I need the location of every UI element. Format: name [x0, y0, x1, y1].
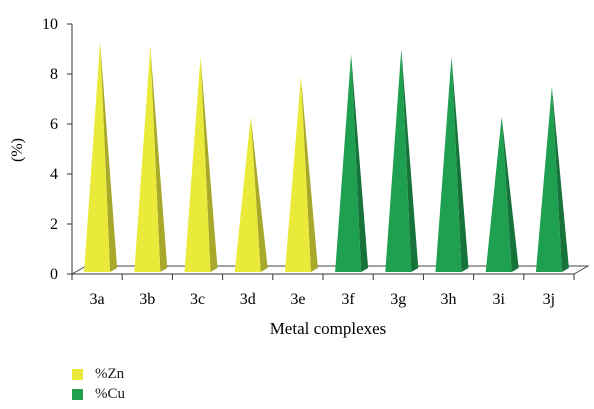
legend-label: %Zn — [95, 365, 125, 382]
x-tick-label: 3e — [290, 291, 305, 308]
bar-front — [84, 41, 111, 272]
bar-side — [501, 116, 519, 272]
bar-side — [200, 56, 218, 272]
legend: %Zn %Cu — [72, 364, 125, 404]
chart-bar — [435, 56, 469, 272]
chart-bar — [335, 54, 369, 272]
y-tick-label: 2 — [50, 216, 58, 233]
y-axis-label: (%) — [9, 138, 26, 162]
x-tick-label: 3i — [492, 291, 505, 308]
x-tick-label: 3g — [390, 291, 406, 308]
chart-bar — [284, 76, 318, 272]
bar-front — [535, 86, 562, 272]
chart-bar — [385, 49, 419, 272]
x-tick-label: 3j — [543, 291, 555, 308]
bar-side — [250, 116, 268, 272]
bar-front — [134, 46, 161, 272]
x-tick-label: 3c — [190, 291, 205, 308]
x-tick-label: 3b — [139, 291, 155, 308]
chart-bar — [535, 86, 569, 272]
bar-side — [351, 54, 369, 272]
x-tick-label: 3h — [441, 291, 457, 308]
y-tick-label: 6 — [50, 116, 58, 133]
y-tick-label: 8 — [50, 66, 58, 83]
y-axis-ticks: 0 2 4 6 8 10 — [42, 16, 72, 283]
y-tick-label: 4 — [50, 166, 58, 183]
bar-front — [435, 56, 462, 272]
legend-item: %Cu — [72, 384, 125, 404]
bar-side — [451, 56, 469, 272]
bar-front — [234, 116, 261, 272]
bar-front — [485, 116, 512, 272]
bar-side — [150, 46, 168, 272]
bar-side — [551, 86, 569, 272]
x-axis-label: Metal complexes — [270, 319, 387, 338]
y-tick-label: 0 — [50, 266, 58, 283]
chart-bar — [134, 46, 168, 272]
bar-front — [335, 54, 362, 272]
chart-bar — [485, 116, 519, 272]
x-tick-label: 3d — [240, 291, 256, 308]
chart-bar — [84, 41, 118, 272]
legend-label: %Cu — [95, 385, 125, 402]
bar-front — [385, 49, 412, 272]
chart-bar — [184, 56, 218, 272]
bar-side — [401, 49, 419, 272]
bar-side — [100, 41, 118, 272]
bar-front — [184, 56, 211, 272]
y-tick-label: 10 — [42, 16, 58, 33]
x-tick-label: 3f — [341, 291, 355, 308]
x-tick-label: 3a — [90, 291, 105, 308]
legend-swatch — [72, 368, 83, 380]
x-axis-ticks: 3a 3b 3c 3d 3e 3f 3g 3h 3i 3j — [71, 274, 575, 308]
legend-swatch — [72, 388, 83, 400]
bar-side — [300, 76, 318, 272]
chart-marks — [84, 41, 569, 272]
chart-bar — [234, 116, 268, 272]
bar-front — [284, 76, 311, 272]
legend-item: %Zn — [72, 364, 125, 384]
